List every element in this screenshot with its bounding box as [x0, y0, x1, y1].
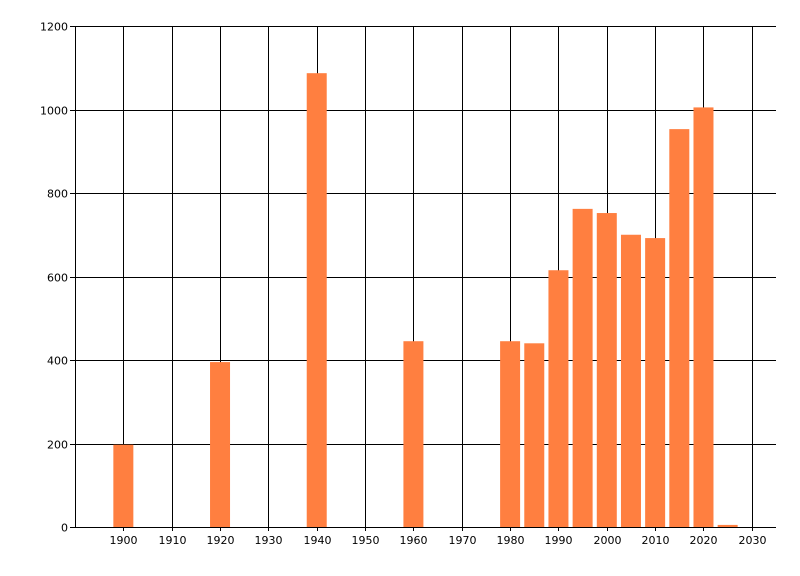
y-tick-label: 1200 — [40, 21, 68, 34]
bar-1940 — [306, 73, 327, 528]
y-tick-label: 600 — [47, 272, 68, 285]
bar-1900 — [113, 444, 134, 527]
y-tick-label: 400 — [47, 355, 68, 368]
bars — [113, 73, 738, 528]
x-tick-label: 2010 — [642, 534, 670, 547]
x-tick-label: 1900 — [110, 534, 138, 547]
bar-1995 — [572, 208, 593, 528]
x-tick-label: 1930 — [255, 534, 283, 547]
y-axis-tick-labels: 0 200 400 600 800 1000 1200 — [40, 21, 68, 535]
bar-2020 — [693, 107, 714, 527]
x-tick-label: 1950 — [352, 534, 380, 547]
bar-2000 — [596, 213, 617, 528]
x-tick-label: 1960 — [400, 534, 428, 547]
x-tick-label: 1980 — [497, 534, 525, 547]
x-tick-label: 1940 — [304, 534, 332, 547]
y-tick-label: 1000 — [40, 105, 68, 118]
x-tick-label: 2020 — [690, 534, 718, 547]
y-tick-label: 0 — [61, 522, 68, 535]
bar-2005 — [620, 234, 641, 527]
x-tick-label: 2030 — [739, 534, 767, 547]
x-tick-label: 1910 — [159, 534, 187, 547]
bar-1985 — [524, 343, 545, 527]
bar-1990 — [548, 270, 569, 527]
bar-1920 — [210, 362, 231, 527]
x-tick-label: 1920 — [207, 534, 235, 547]
bar-1980 — [500, 341, 521, 527]
bar-2015 — [669, 129, 690, 527]
x-tick-label: 1970 — [449, 534, 477, 547]
bar-1960 — [403, 341, 424, 527]
y-tick-label: 200 — [47, 439, 68, 452]
x-tick-label: 1990 — [545, 534, 573, 547]
axes — [70, 26, 776, 531]
bar-2025 — [717, 524, 738, 527]
y-tick-label: 800 — [47, 188, 68, 201]
x-axis-tick-labels: 1900 1910 1920 1930 1940 1950 1960 1970 1980 1990… — [110, 534, 767, 547]
x-tick-label: 2000 — [594, 534, 622, 547]
bar-2010 — [645, 238, 666, 527]
